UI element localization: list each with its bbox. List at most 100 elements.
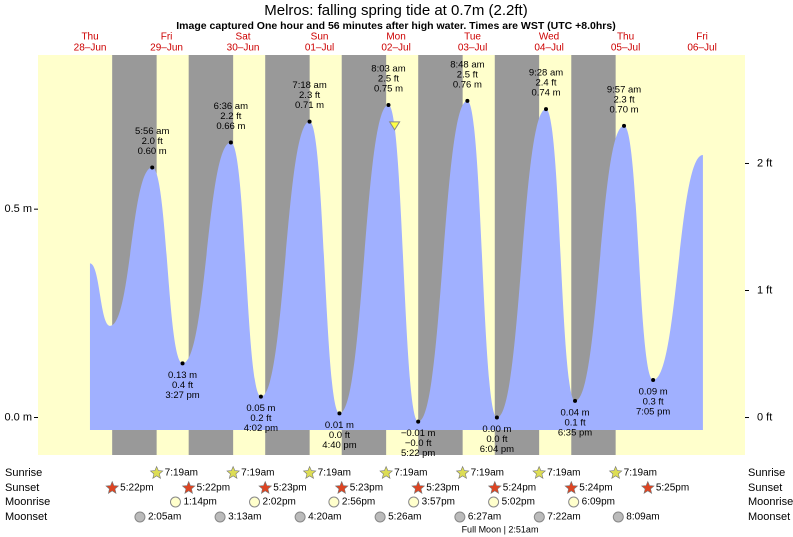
- extreme-label: 0.0 ft: [329, 430, 350, 441]
- extreme-label: 0.70 m: [610, 104, 639, 115]
- sunset-time: 5:25pm: [656, 483, 689, 494]
- row-label-right: Sunset: [748, 482, 782, 494]
- sunset-icon: [258, 480, 273, 494]
- moonrise-time: 2:02pm: [263, 497, 296, 508]
- y2-tick-label: 0 ft: [757, 411, 772, 423]
- row-label-right: Sunrise: [748, 467, 785, 479]
- moonset-icon: [612, 511, 624, 523]
- extreme-label: 0.01 m: [325, 420, 354, 431]
- extreme-point: [180, 361, 185, 366]
- extreme-point: [150, 165, 155, 170]
- moonset-icon: [533, 511, 545, 523]
- extreme-label: 0.75 m: [374, 84, 403, 95]
- extreme-label: 5:22 pm: [401, 448, 435, 459]
- row-label-right: Moonrise: [748, 496, 793, 508]
- moonrise-icon: [169, 496, 181, 508]
- chart-title: Melros: falling spring tide at 0.7m (2.2…: [264, 2, 527, 19]
- extreme-label: 2.5 ft: [378, 74, 399, 85]
- extreme-point: [622, 123, 627, 128]
- extreme-label: 4:02 pm: [244, 423, 278, 434]
- sunrise-icon: [532, 465, 547, 479]
- date-label: 30–Jun: [227, 43, 260, 54]
- extreme-label: 2.4 ft: [535, 78, 556, 89]
- extreme-label: 4:40 pm: [322, 440, 356, 451]
- sunrise-icon: [608, 465, 623, 479]
- y-tick-label: 0.5 m: [4, 203, 32, 215]
- day-label: Thu: [617, 32, 634, 43]
- extreme-label: −0.0 ft: [405, 438, 432, 449]
- extreme-point: [386, 103, 391, 107]
- y2-tick-label: 2 ft: [757, 157, 772, 169]
- extreme-label: 2.0 ft: [142, 136, 163, 147]
- date-label: 05–Jul: [611, 43, 640, 54]
- sunset-time: 5:22pm: [197, 483, 230, 494]
- day-label: Thu: [81, 32, 98, 43]
- current-marker: [388, 121, 401, 131]
- extreme-label: 0.00 m: [482, 424, 511, 435]
- date-label: 02–Jul: [381, 43, 410, 54]
- extreme-label: 0.76 m: [453, 79, 482, 90]
- moonrise-time: 3:57pm: [422, 497, 455, 508]
- sunrise-icon: [149, 465, 164, 479]
- sunset-icon: [487, 480, 502, 494]
- sunset-time: 5:22pm: [120, 483, 153, 494]
- extreme-label: 6:35 pm: [558, 427, 592, 438]
- extreme-label: 0.74 m: [531, 88, 560, 99]
- extreme-label: 0.04 m: [561, 407, 590, 418]
- extreme-point: [544, 107, 549, 112]
- row-label: Sunrise: [5, 467, 42, 479]
- sunrise-icon: [455, 465, 470, 479]
- sunrise-time: 7:19am: [394, 468, 427, 479]
- moonset-time: 6:27am: [468, 512, 501, 523]
- extreme-label: 0.3 ft: [643, 397, 664, 408]
- extreme-label: 0.4 ft: [172, 380, 193, 391]
- day-label: Tue: [464, 32, 481, 43]
- sunrise-icon: [302, 465, 317, 479]
- moonset-time: 3:13am: [228, 512, 261, 523]
- day-label: Wed: [539, 32, 559, 43]
- sunset-icon: [640, 480, 655, 494]
- extreme-point: [651, 378, 656, 382]
- date-label: 03–Jul: [458, 43, 487, 54]
- date-label: 04–Jul: [534, 43, 563, 54]
- moonset-icon: [214, 511, 226, 523]
- moonset-time: 5:26am: [388, 512, 421, 523]
- row-label: Moonrise: [5, 496, 50, 508]
- y-tick-label: 0.0 m: [4, 411, 32, 423]
- extreme-label: 0.13 m: [168, 370, 197, 381]
- sunset-icon: [411, 480, 426, 494]
- extreme-label: 0.60 m: [138, 146, 167, 157]
- extreme-point: [416, 419, 421, 424]
- day-label: Fri: [696, 32, 708, 43]
- moonrise-icon: [328, 496, 340, 508]
- y2-tick-label: 1 ft: [757, 284, 772, 296]
- extreme-label: 2.5 ft: [457, 69, 478, 80]
- sunrise-time: 7:19am: [165, 468, 198, 479]
- moon-phase: Full Moon | 2:51am: [462, 524, 539, 534]
- sunset-time: 5:23pm: [426, 483, 459, 494]
- extreme-label: 8:03 am: [371, 64, 405, 75]
- date-label: 29–Jun: [150, 43, 183, 54]
- extreme-label: 0.66 m: [216, 121, 245, 132]
- date-label: 28–Jun: [74, 43, 107, 54]
- sunrise-icon: [226, 465, 241, 479]
- extreme-point: [494, 415, 499, 420]
- moonset-time: 2:05am: [148, 512, 181, 523]
- moonrise-time: 2:56pm: [342, 497, 375, 508]
- moonset-icon: [294, 511, 306, 523]
- moonset-time: 4:20am: [308, 512, 341, 523]
- extreme-label: 9:57 am: [607, 84, 641, 95]
- extreme-label: 7:05 pm: [636, 407, 670, 418]
- extreme-label: 6:36 am: [214, 101, 248, 112]
- extreme-label: 0.09 m: [639, 387, 668, 398]
- moonset-icon: [374, 511, 386, 523]
- moonrise-icon: [408, 496, 420, 508]
- sunrise-time: 7:19am: [241, 468, 274, 479]
- moonrise-icon: [488, 496, 500, 508]
- chart-subtitle: Image captured One hour and 56 minutes a…: [176, 20, 615, 32]
- moonrise-icon: [249, 496, 261, 508]
- extreme-label: 0.05 m: [246, 403, 275, 414]
- extreme-label: 2.2 ft: [220, 111, 241, 122]
